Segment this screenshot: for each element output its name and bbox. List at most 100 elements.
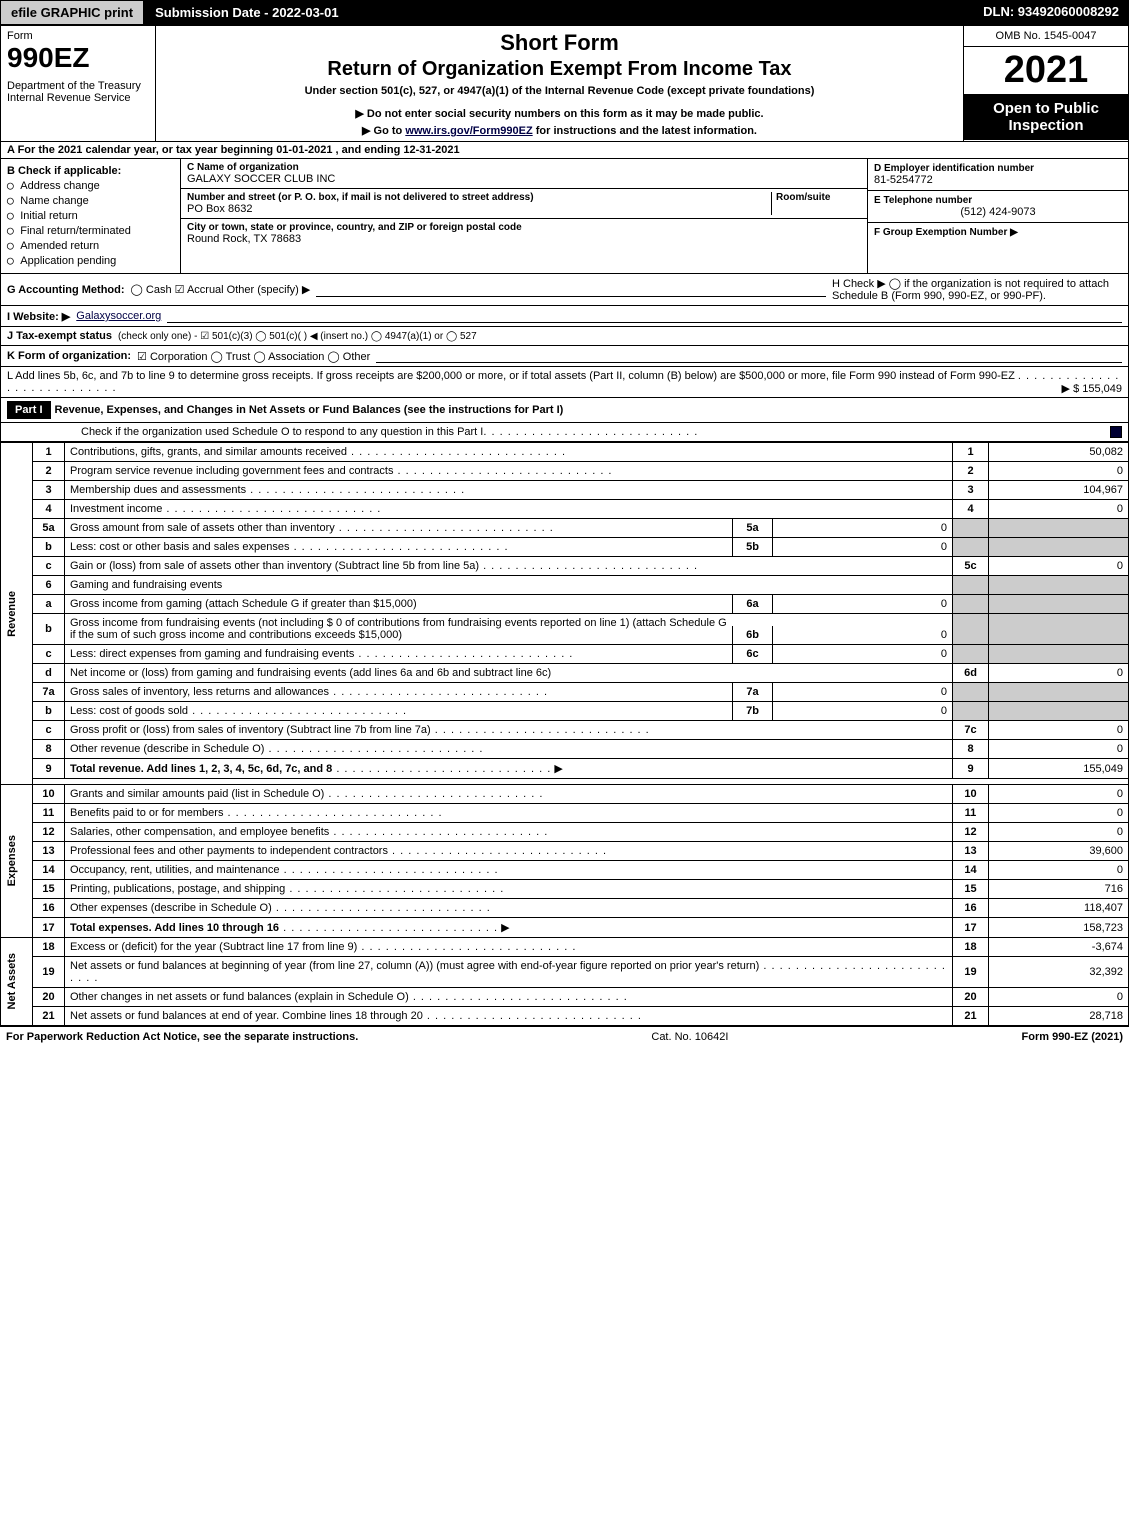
row-17: 17Total expenses. Add lines 10 through 1…: [1, 918, 1129, 938]
subtitle: Under section 501(c), 527, or 4947(a)(1)…: [162, 85, 957, 97]
c-city-label: City or town, state or province, country…: [187, 222, 861, 233]
org-city: Round Rock, TX 78683: [187, 233, 861, 245]
line-j: J Tax-exempt status (check only one) - ☑…: [0, 327, 1129, 346]
k-underline: [376, 349, 1122, 363]
row-19: 19Net assets or fund balances at beginni…: [1, 957, 1129, 988]
b-initial-return[interactable]: ◯ Initial return: [7, 209, 174, 222]
row-1: Revenue 1Contributions, gifts, grants, a…: [1, 443, 1129, 462]
ein: 81-5254772: [874, 174, 1122, 186]
b-address-change[interactable]: ◯ Address change: [7, 179, 174, 192]
k-label: K Form of organization:: [7, 350, 131, 362]
dln: DLN: 93492060008292: [973, 0, 1129, 25]
e-label: E Telephone number: [874, 195, 1122, 206]
line-a: A For the 2021 calendar year, or tax yea…: [0, 142, 1129, 159]
side-expenses: Expenses: [6, 835, 18, 886]
part-i-title: Revenue, Expenses, and Changes in Net As…: [55, 404, 564, 416]
row-5a: 5a Gross amount from sale of assets othe…: [1, 519, 1129, 538]
efile-print-label[interactable]: efile GRAPHIC print: [0, 0, 144, 25]
l-amount: ▶ $ 155,049: [1062, 382, 1122, 395]
section-def: D Employer identification number 81-5254…: [868, 159, 1128, 273]
line-l: L Add lines 5b, 6c, and 7b to line 9 to …: [0, 367, 1129, 398]
line-i: I Website: ▶ Galaxysoccer.org: [0, 306, 1129, 327]
part-i-checknote: Check if the organization used Schedule …: [0, 423, 1129, 442]
line-g-h: G Accounting Method: ◯ Cash ☑ Accrual Ot…: [0, 274, 1129, 306]
part-i-tag: Part I: [7, 401, 51, 419]
b-final-return[interactable]: ◯ Final return/terminated: [7, 224, 174, 237]
section-b: B Check if applicable: ◯ Address change …: [1, 159, 181, 273]
j-label: J Tax-exempt status: [7, 330, 112, 342]
row-21: 21Net assets or fund balances at end of …: [1, 1007, 1129, 1026]
phone: (512) 424-9073: [874, 206, 1122, 218]
website-link[interactable]: Galaxysoccer.org: [76, 310, 161, 322]
line-k: K Form of organization: ☑ Corporation ◯ …: [0, 346, 1129, 367]
row-15: 15Printing, publications, postage, and s…: [1, 880, 1129, 899]
tax-year: 2021: [964, 47, 1128, 94]
row-7b: b Less: cost of goods sold7b0: [1, 702, 1129, 721]
row-6: 6Gaming and fundraising events: [1, 576, 1129, 595]
row-7c: cGross profit or (loss) from sales of in…: [1, 721, 1129, 740]
footer-right: Form 990-EZ (2021): [1022, 1031, 1123, 1043]
row-6c: c Less: direct expenses from gaming and …: [1, 645, 1129, 664]
row-8: 8Other revenue (describe in Schedule O)8…: [1, 740, 1129, 759]
row-6d: dNet income or (loss) from gaming and fu…: [1, 664, 1129, 683]
irs-link[interactable]: www.irs.gov/Form990EZ: [405, 125, 532, 137]
row-3: 3Membership dues and assessments3104,967: [1, 481, 1129, 500]
b-name-change[interactable]: ◯ Name change: [7, 194, 174, 207]
row-2: 2Program service revenue including gover…: [1, 462, 1129, 481]
g-options[interactable]: ◯ Cash ☑ Accrual Other (specify) ▶: [131, 283, 311, 296]
row-9: 9Total revenue. Add lines 1, 2, 3, 4, 5c…: [1, 759, 1129, 779]
org-name: GALAXY SOCCER CLUB INC: [187, 173, 861, 185]
department: Department of the Treasury Internal Reve…: [7, 80, 149, 104]
omb-number: OMB No. 1545-0047: [964, 26, 1128, 47]
l-text: L Add lines 5b, 6c, and 7b to line 9 to …: [7, 370, 1015, 382]
c-street-label: Number and street (or P. O. box, if mail…: [187, 192, 771, 203]
form-header: Form 990EZ Department of the Treasury In…: [0, 25, 1129, 142]
side-netassets: Net Assets: [6, 953, 18, 1009]
row-5c: cGain or (loss) from sale of assets othe…: [1, 557, 1129, 576]
identity-block: B Check if applicable: ◯ Address change …: [0, 159, 1129, 274]
header-left: Form 990EZ Department of the Treasury In…: [1, 26, 156, 141]
header-mid: Short Form Return of Organization Exempt…: [156, 26, 963, 141]
j-text[interactable]: (check only one) - ☑ 501(c)(3) ◯ 501(c)(…: [118, 331, 477, 342]
note-link: ▶ Go to www.irs.gov/Form990EZ for instru…: [162, 124, 957, 137]
row-6a: a Gross income from gaming (attach Sched…: [1, 595, 1129, 614]
form-number: 990EZ: [7, 42, 149, 74]
g-other-input[interactable]: [316, 283, 826, 297]
row-20: 20Other changes in net assets or fund ba…: [1, 988, 1129, 1007]
footer-center: Cat. No. 10642I: [651, 1031, 728, 1043]
section-c: C Name of organization GALAXY SOCCER CLU…: [181, 159, 868, 273]
part-i-checkbox[interactable]: [1110, 426, 1122, 438]
org-street: PO Box 8632: [187, 203, 771, 215]
part-i-checknote-text: Check if the organization used Schedule …: [81, 426, 483, 438]
row-18: Net Assets 18Excess or (deficit) for the…: [1, 938, 1129, 957]
b-application-pending[interactable]: ◯ Application pending: [7, 254, 174, 267]
note-ssn: ▶ Do not enter social security numbers o…: [162, 107, 957, 120]
footer-left: For Paperwork Reduction Act Notice, see …: [6, 1031, 358, 1043]
row-4: 4Investment income40: [1, 500, 1129, 519]
part-i-header: Part I Revenue, Expenses, and Changes in…: [0, 398, 1129, 423]
side-revenue: Revenue: [6, 591, 18, 637]
g-label: G Accounting Method:: [7, 284, 125, 296]
row-7a: 7a Gross sales of inventory, less return…: [1, 683, 1129, 702]
row-12: 12Salaries, other compensation, and empl…: [1, 823, 1129, 842]
form-word: Form: [7, 30, 149, 42]
k-text[interactable]: ☑ Corporation ◯ Trust ◯ Association ◯ Ot…: [137, 350, 370, 363]
header-right: OMB No. 1545-0047 2021 Open to Public In…: [963, 26, 1128, 141]
d-label: D Employer identification number: [874, 163, 1122, 174]
part-i-table: Revenue 1Contributions, gifts, grants, a…: [0, 442, 1129, 1026]
row-10: Expenses 10Grants and similar amounts pa…: [1, 785, 1129, 804]
b-label: B Check if applicable:: [7, 165, 174, 177]
note-pre: ▶ Go to: [362, 125, 405, 137]
row-6b: b Gross income from fundraising events (…: [1, 614, 1129, 645]
c-room-label: Room/suite: [776, 192, 861, 203]
row-16: 16Other expenses (describe in Schedule O…: [1, 899, 1129, 918]
row-14: 14Occupancy, rent, utilities, and mainte…: [1, 861, 1129, 880]
short-form-title: Short Form: [162, 30, 957, 56]
b-amended-return[interactable]: ◯ Amended return: [7, 239, 174, 252]
row-11: 11Benefits paid to or for members110: [1, 804, 1129, 823]
page-footer: For Paperwork Reduction Act Notice, see …: [0, 1026, 1129, 1047]
h-text[interactable]: H Check ▶ ◯ if the organization is not r…: [832, 277, 1122, 302]
submission-date: Submission Date - 2022-03-01: [144, 0, 350, 25]
i-underline: [167, 309, 1122, 323]
top-bar: efile GRAPHIC print Submission Date - 20…: [0, 0, 1129, 25]
